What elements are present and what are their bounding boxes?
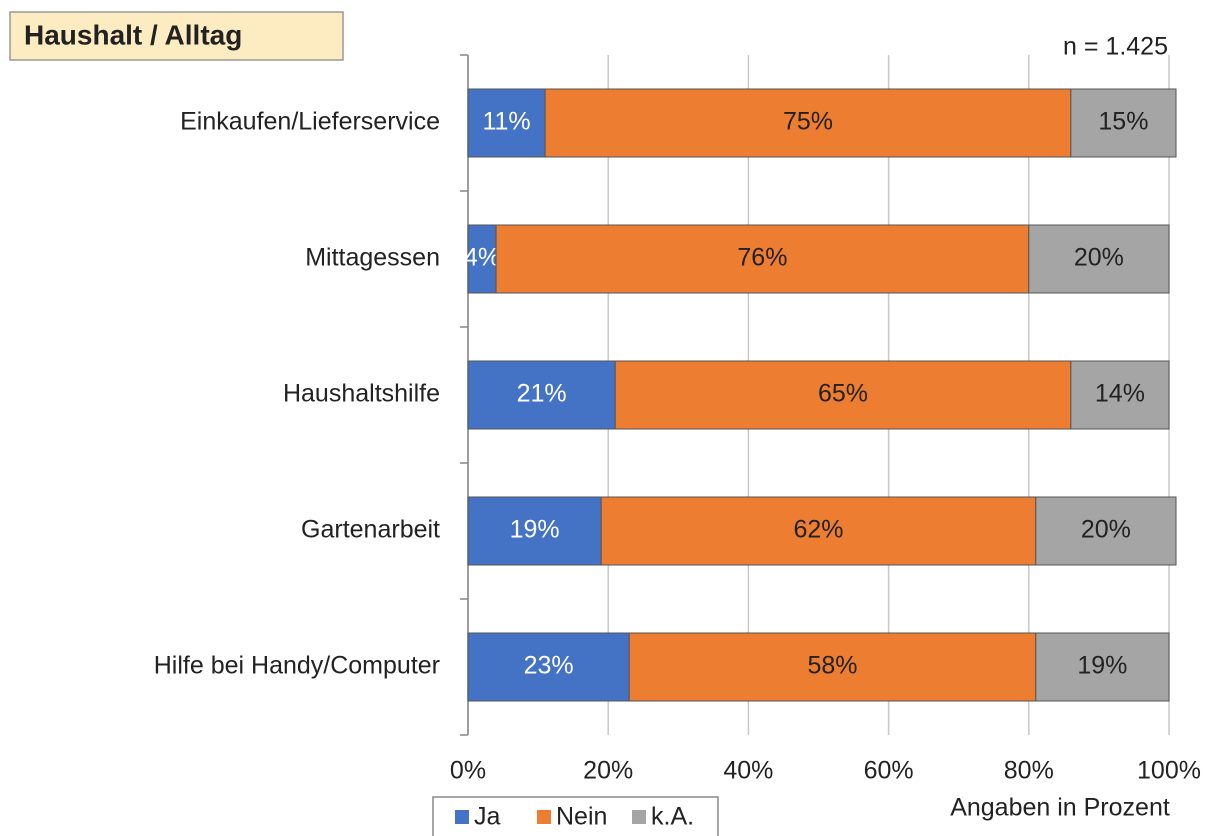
bar-segment <box>467 496 602 566</box>
data-label: 11% <box>482 108 530 136</box>
y-tick-label: Mittagessen <box>305 244 440 272</box>
bar-segment <box>1035 496 1177 566</box>
bar-segment <box>467 360 616 430</box>
bar-segment <box>1070 88 1177 158</box>
legend-swatch <box>632 810 646 824</box>
bar-segment <box>1070 360 1170 430</box>
title-box <box>9 11 344 61</box>
y-tick-label: Gartenarbeit <box>301 516 440 544</box>
bar-segment <box>614 360 1072 430</box>
x-tick-label: 100% <box>1137 757 1201 785</box>
legend-label: Ja <box>474 803 501 831</box>
x-tick-label: 20% <box>583 757 633 785</box>
legend-swatch <box>537 810 551 824</box>
x-tick-label: 60% <box>864 757 914 785</box>
x-tick-label: 0% <box>450 757 486 785</box>
x-axis-label: Angaben in Prozent <box>950 794 1170 822</box>
bar-segment <box>628 632 1037 702</box>
legend-label: Nein <box>556 803 607 831</box>
legend <box>432 796 719 836</box>
data-label: 4% <box>464 244 500 272</box>
data-label: 19% <box>1077 652 1127 680</box>
x-tick-label: 40% <box>723 757 773 785</box>
y-tick-label: Hilfe bei Handy/Computer <box>154 652 440 680</box>
bar-segment <box>1035 632 1170 702</box>
data-label: 75% <box>783 108 833 136</box>
x-tick-label: 80% <box>1004 757 1054 785</box>
data-label: 20% <box>1081 516 1131 544</box>
annotation: n = 1.425 <box>1063 33 1168 61</box>
legend-label: k.A. <box>651 803 694 831</box>
bar-segment <box>1028 224 1170 294</box>
data-label: 21% <box>517 380 567 408</box>
data-label: 14% <box>1095 380 1145 408</box>
bar-segment <box>495 224 1030 294</box>
data-label: 15% <box>1098 108 1148 136</box>
data-label: 65% <box>818 380 868 408</box>
data-label: 58% <box>807 652 857 680</box>
chart-title: Haushalt / Alltag <box>24 19 242 50</box>
data-label: 62% <box>793 516 843 544</box>
legend-swatch <box>455 810 469 824</box>
y-tick-label: Einkaufen/Lieferservice <box>180 108 440 136</box>
data-label: 19% <box>510 516 560 544</box>
data-label: 20% <box>1074 244 1124 272</box>
bar-segment <box>467 88 546 158</box>
y-tick-label: Haushaltshilfe <box>283 380 440 408</box>
data-label: 23% <box>524 652 574 680</box>
data-label: 76% <box>737 244 787 272</box>
bar-segment <box>544 88 1072 158</box>
